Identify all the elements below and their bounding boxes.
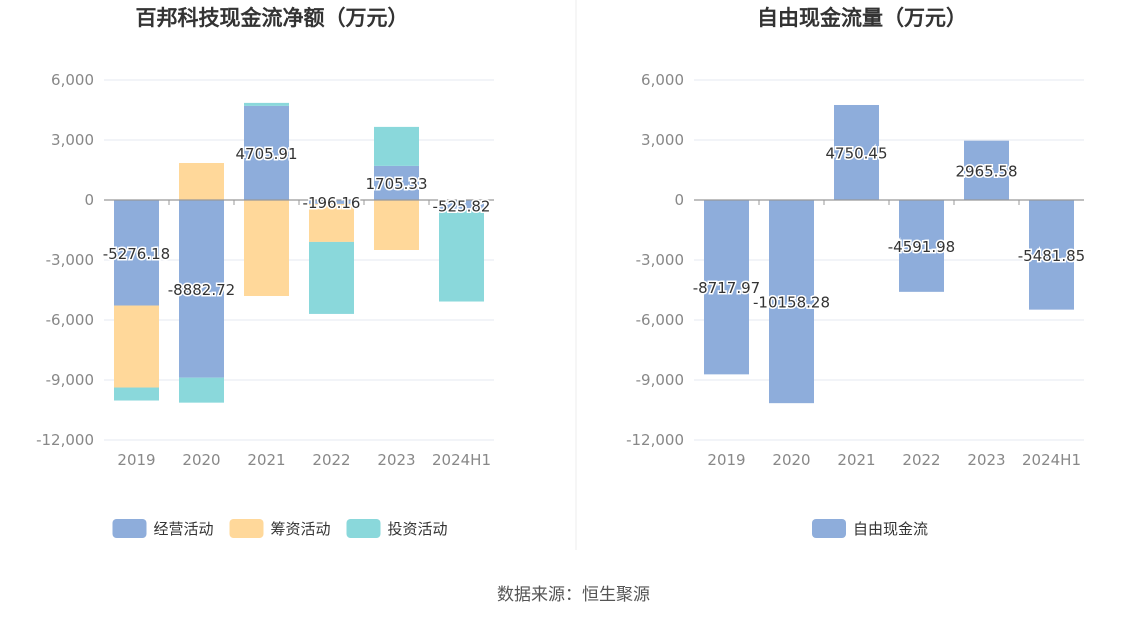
bar-2024H1-自由现金流 xyxy=(1029,200,1074,310)
data-label: -5481.85 xyxy=(1018,247,1085,265)
y-tick-label: 6,000 xyxy=(641,71,684,89)
bar-2019-筹资活动 xyxy=(114,305,159,388)
y-tick-label: -12,000 xyxy=(36,431,94,449)
y-tick-label: -9,000 xyxy=(46,371,94,389)
x-tick-label: 2021 xyxy=(247,451,285,469)
data-label: 4750.45 xyxy=(825,144,887,162)
legend-swatch xyxy=(346,519,381,538)
y-tick-label: 0 xyxy=(674,191,684,209)
chart-free-cash-flow: 自由现金流量（万元） 6,000 3,000 0 -3,000 -6,000 -9,000 -… xyxy=(626,6,1087,538)
chart-cash-flow-net: 百邦科技现金流净额（万元） 6,000 3,000 0 -3,000 -6,000 -9,0… xyxy=(36,6,494,538)
bar-2020-筹资活动 xyxy=(179,163,224,200)
x-tick-label: 2020 xyxy=(182,451,220,469)
bar-2021-自由现金流 xyxy=(834,104,879,200)
bar-2022-投资活动 xyxy=(309,241,354,314)
legend-label: 投资活动 xyxy=(388,520,448,538)
x-tick-label: 2023 xyxy=(967,451,1005,469)
y-tick-label: -3,000 xyxy=(46,251,94,269)
data-label: -525.82 xyxy=(433,197,491,215)
x-tick-label: 2022 xyxy=(902,451,940,469)
source-note: 数据来源：恒生聚源 xyxy=(497,585,650,605)
data-label: -5276.18 xyxy=(103,245,170,263)
bar-2023-经营活动 xyxy=(374,165,419,200)
bar-2022-筹资活动 xyxy=(309,203,354,242)
legend-label: 自由现金流 xyxy=(853,520,928,538)
bar-2022-经营活动 xyxy=(309,200,354,204)
data-label: -8717.97 xyxy=(693,279,760,297)
x-tick-label: 2023 xyxy=(377,451,415,469)
chart-title: 百邦科技现金流净额（万元） xyxy=(136,6,409,30)
bar-2021-筹资活动 xyxy=(244,200,289,296)
x-tick-label: 2021 xyxy=(837,451,875,469)
x-tick-label: 2019 xyxy=(117,451,155,469)
bar-2024H1-投资活动 xyxy=(439,210,484,302)
bar-2024H1-经营活动 xyxy=(439,200,484,211)
x-tick-label: 2022 xyxy=(312,451,350,469)
y-tick-label: 3,000 xyxy=(641,131,684,149)
bar-2023-投资活动 xyxy=(374,126,419,166)
bar-2019-投资活动 xyxy=(114,387,159,401)
y-tick-label: -6,000 xyxy=(636,311,684,329)
y-tick-label: 3,000 xyxy=(51,131,94,149)
bar-2022-自由现金流 xyxy=(899,200,944,292)
bar-2019-经营活动 xyxy=(114,200,159,306)
bar-2020-自由现金流 xyxy=(769,200,814,404)
legend-swatch xyxy=(112,519,147,538)
x-tick-label: 2024H1 xyxy=(432,451,491,469)
y-tick-label: -9,000 xyxy=(636,371,684,389)
y-tick-label: -12,000 xyxy=(626,431,684,449)
legend-swatch xyxy=(229,519,264,538)
legend-label: 经营活动 xyxy=(154,520,214,538)
data-label: -8882.72 xyxy=(168,281,235,299)
data-label: -4591.98 xyxy=(888,238,955,256)
x-tick-label: 2019 xyxy=(707,451,745,469)
data-label: 4705.91 xyxy=(235,145,297,163)
data-label: -10158.28 xyxy=(753,294,830,312)
bar-2023-筹资活动 xyxy=(374,200,419,250)
bar-2021-经营活动 xyxy=(244,105,289,200)
bar-2020-经营活动 xyxy=(179,200,224,378)
x-tick-label: 2024H1 xyxy=(1022,451,1081,469)
x-tick-label: 2020 xyxy=(772,451,810,469)
data-label: 1705.33 xyxy=(365,175,427,193)
y-tick-label: -3,000 xyxy=(636,251,684,269)
y-tick-label: 0 xyxy=(84,191,94,209)
bar-2023-自由现金流 xyxy=(964,140,1009,200)
y-tick-label: 6,000 xyxy=(51,71,94,89)
chart-title: 自由现金流量（万元） xyxy=(757,6,967,30)
data-label: 2965.58 xyxy=(955,162,1017,180)
legend-swatch xyxy=(812,519,846,538)
bar-2019-自由现金流 xyxy=(704,200,749,375)
y-tick-label: -6,000 xyxy=(46,311,94,329)
bar-2020-投资活动 xyxy=(179,377,224,403)
data-label: -196.16 xyxy=(303,194,361,212)
bar-2021-投资活动 xyxy=(244,102,289,106)
legend-label: 筹资活动 xyxy=(271,520,331,538)
